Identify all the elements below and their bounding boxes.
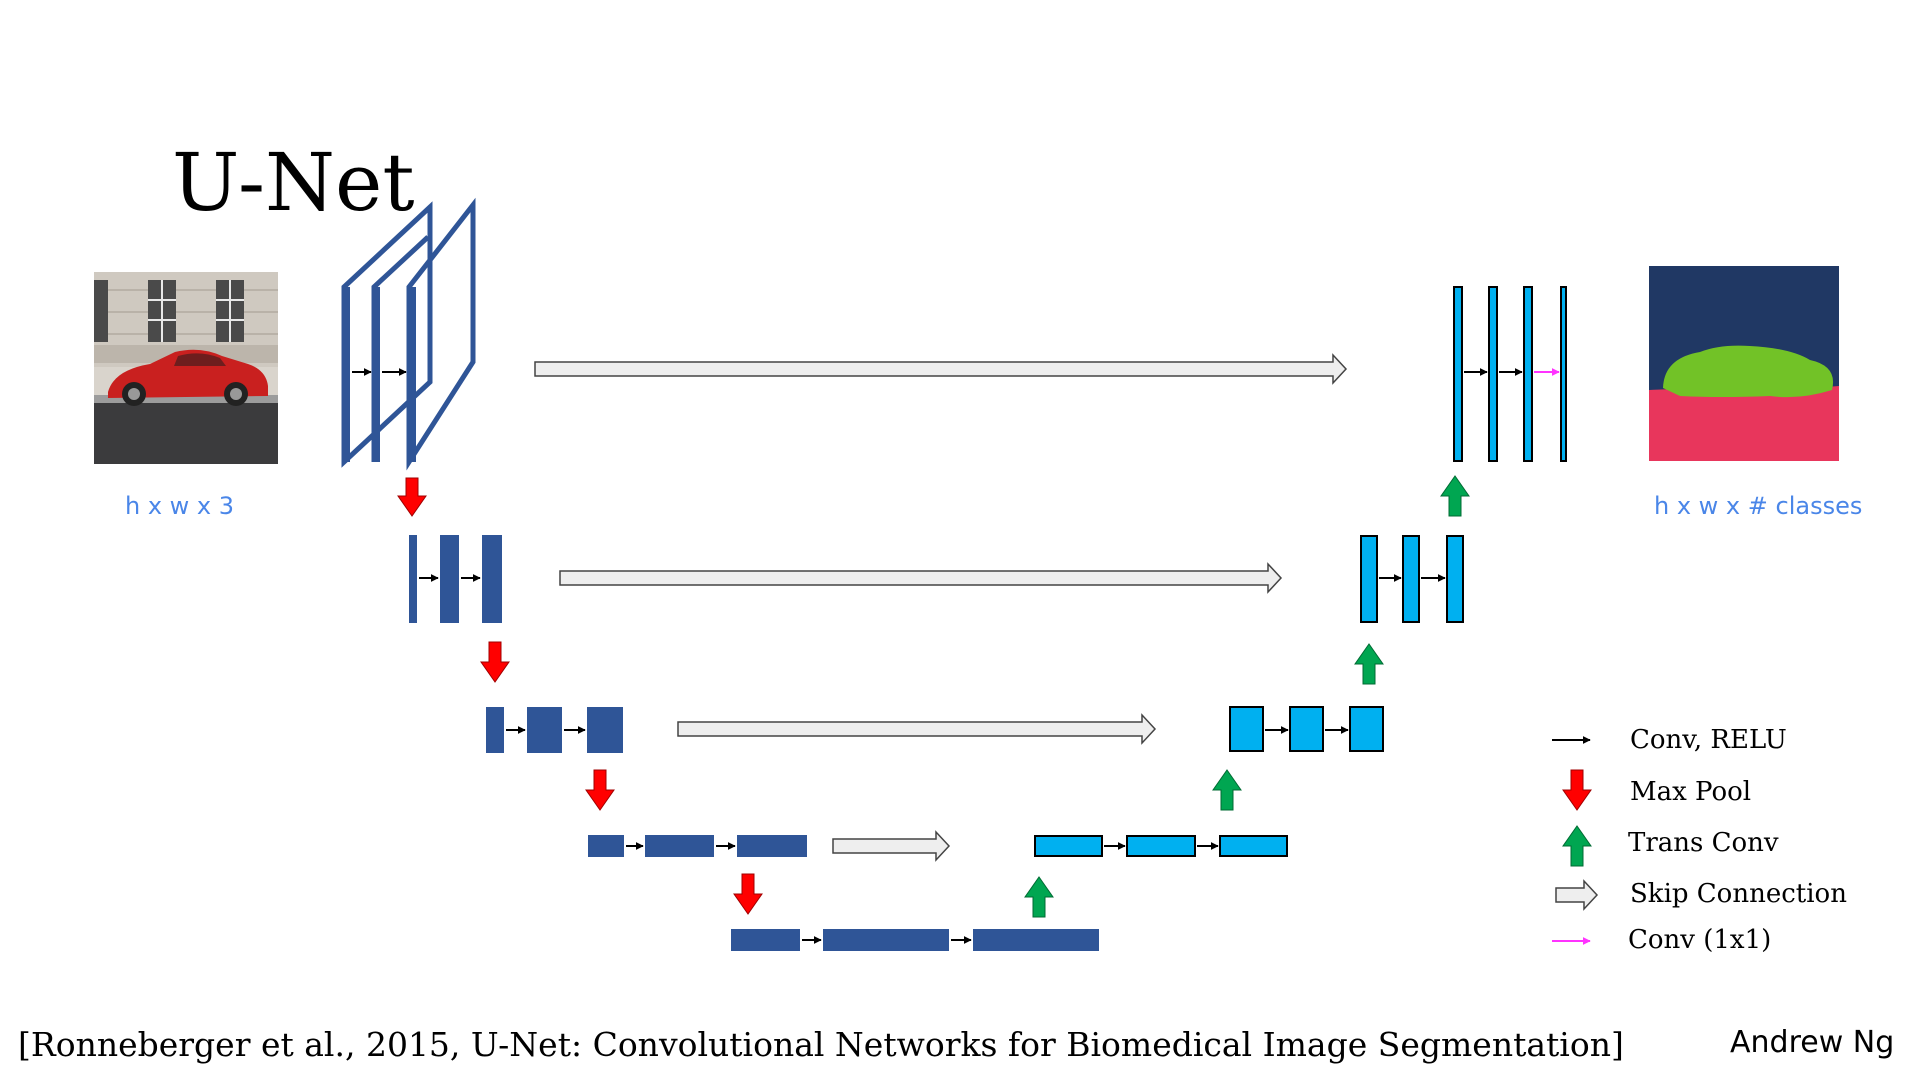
legend-max-pool-label: Max Pool xyxy=(1630,777,1751,807)
slide-title: U-Net xyxy=(172,136,415,229)
decoder-level-1 xyxy=(1453,286,1567,462)
legend-max-pool-icon xyxy=(1562,769,1592,811)
max-pool-arrow xyxy=(397,477,427,517)
legend: Conv, RELU Max Pool Trans Conv Skip Conn… xyxy=(1552,725,1847,955)
max-pool-arrow xyxy=(733,873,763,915)
legend-trans-conv-label: Trans Conv xyxy=(1628,828,1779,858)
output-size-label: h x w x # classes xyxy=(1654,492,1862,520)
trans-conv-arrow xyxy=(1212,769,1242,811)
max-pool-arrow xyxy=(480,641,510,683)
legend-conv-1x1-label: Conv (1x1) xyxy=(1628,925,1771,955)
legend-skip-connection-label: Skip Connection xyxy=(1630,879,1847,909)
legend-trans-conv-icon xyxy=(1562,825,1592,867)
encoder-level-2 xyxy=(409,535,502,623)
decoder-level-3 xyxy=(1229,706,1384,752)
trans-conv-arrow xyxy=(1440,475,1470,517)
input-image xyxy=(94,272,278,464)
legend-skip-connection-icon xyxy=(1555,879,1599,911)
citation: [Ronneberger et al., 2015, U-Net: Convol… xyxy=(18,1025,1624,1064)
max-pool-arrow xyxy=(585,769,615,811)
skip-connection-arrow-2 xyxy=(559,562,1283,594)
trans-conv-arrow xyxy=(1354,643,1384,685)
input-size-label: h x w x 3 xyxy=(125,492,234,520)
legend-conv-relu-label: Conv, RELU xyxy=(1630,725,1787,755)
skip-connection-arrow-4 xyxy=(832,830,951,862)
encoder-level-3 xyxy=(486,707,623,753)
decoder-level-2 xyxy=(1360,535,1464,623)
encoder-level-1 xyxy=(341,197,476,471)
output-segmentation-map xyxy=(1649,266,1839,461)
encoder-bar-2 xyxy=(373,287,380,462)
bottleneck xyxy=(731,929,1099,951)
author: Andrew Ng xyxy=(1730,1025,1894,1060)
encoder-bar-3 xyxy=(408,287,416,462)
skip-connection-arrow-1 xyxy=(534,353,1348,385)
encoder-bar-1 xyxy=(344,287,350,462)
decoder-level-4 xyxy=(1034,835,1288,857)
skip-connection-arrow-3 xyxy=(677,713,1157,745)
encoder-level-4 xyxy=(588,835,807,857)
trans-conv-arrow xyxy=(1024,876,1054,918)
